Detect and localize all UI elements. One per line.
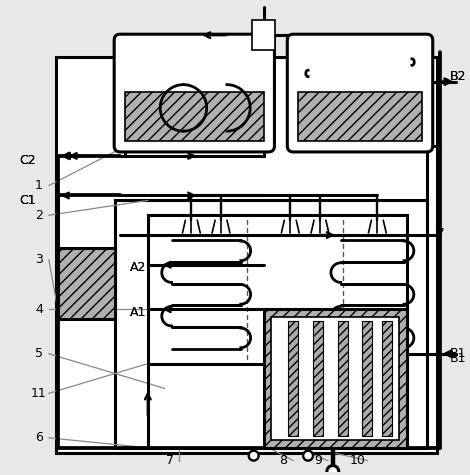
Bar: [382, 321, 392, 436]
Bar: [148, 215, 407, 364]
Text: B1: B1: [450, 352, 466, 365]
Text: B1: B1: [450, 347, 466, 360]
Bar: [264, 309, 407, 448]
FancyBboxPatch shape: [114, 34, 274, 152]
Text: 1: 1: [35, 179, 43, 192]
Text: A2: A2: [130, 261, 146, 274]
Text: 5: 5: [35, 347, 43, 360]
Bar: [362, 321, 372, 436]
Text: 3: 3: [35, 253, 43, 266]
Text: B2: B2: [450, 70, 466, 83]
Text: 7: 7: [165, 454, 173, 467]
Bar: [56, 57, 437, 453]
Bar: [115, 200, 427, 448]
Text: 11: 11: [31, 387, 47, 400]
Text: C1: C1: [19, 194, 36, 207]
Bar: [288, 321, 298, 436]
FancyBboxPatch shape: [287, 34, 433, 152]
Text: 4: 4: [35, 303, 43, 316]
Bar: [272, 317, 399, 440]
Text: B2: B2: [450, 70, 466, 83]
Bar: [252, 20, 275, 50]
Text: C1: C1: [19, 194, 36, 207]
Text: 8: 8: [279, 454, 287, 467]
Bar: [125, 92, 264, 141]
Text: C2: C2: [19, 154, 36, 167]
Text: C2: C2: [19, 154, 36, 167]
Circle shape: [249, 451, 259, 461]
Text: A2: A2: [130, 261, 146, 274]
Bar: [313, 321, 323, 436]
Text: A1: A1: [130, 306, 146, 319]
Text: 10: 10: [350, 454, 366, 467]
Bar: [338, 321, 348, 436]
Text: A1: A1: [130, 306, 146, 319]
Text: 6: 6: [35, 431, 43, 444]
Circle shape: [303, 451, 313, 461]
Text: 9: 9: [314, 454, 322, 467]
Bar: [58, 248, 115, 319]
Circle shape: [327, 466, 339, 475]
Text: 2: 2: [35, 209, 43, 222]
Bar: [298, 92, 422, 141]
